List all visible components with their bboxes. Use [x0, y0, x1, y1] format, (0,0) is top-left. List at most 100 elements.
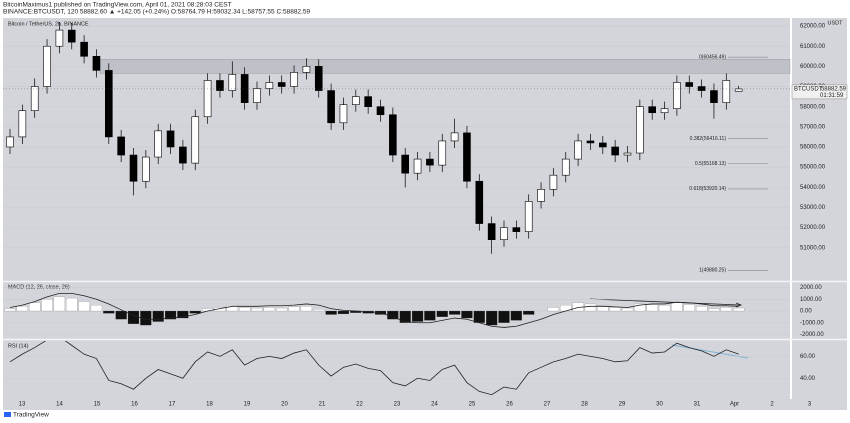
macd-bar — [671, 302, 683, 312]
candle-body — [179, 146, 187, 164]
price-axis — [792, 18, 847, 399]
candle-body — [364, 96, 372, 107]
candle-body — [648, 106, 657, 114]
candle-body — [203, 80, 212, 118]
candle-body — [574, 140, 582, 160]
y-tick-label: 62000.00 — [800, 24, 826, 30]
candle-body — [240, 74, 249, 103]
candle-body — [426, 158, 434, 166]
macd-bar — [449, 310, 461, 315]
macd-bar — [103, 310, 115, 314]
x-tick-label: 3 — [808, 402, 812, 408]
macd-bar — [436, 310, 448, 317]
y-tick-label: 1000.00 — [800, 297, 822, 303]
y-tick-label: 61000.00 — [800, 44, 826, 50]
macd-bar — [4, 308, 16, 312]
x-tick-label: 24 — [431, 402, 438, 408]
candle-body — [43, 45, 51, 87]
candle-body — [67, 29, 76, 43]
candle-body — [142, 156, 150, 182]
macd-bar — [251, 307, 263, 312]
candle-body — [327, 90, 335, 124]
macd-bar — [288, 306, 300, 312]
logo — [4, 412, 11, 417]
candle-body — [586, 140, 595, 144]
macd-bar — [276, 307, 288, 312]
currency: USDT — [828, 20, 844, 26]
fib-label: 0.382(56416.11) — [690, 136, 727, 142]
x-tick-label: 20 — [281, 402, 288, 408]
chart-area — [3, 18, 790, 399]
candle-body — [710, 90, 718, 103]
y-tick-label: 57000.00 — [800, 124, 826, 130]
rsi-title: RSI (14) — [8, 343, 29, 349]
chart-legend: Bitcoin / TetherUS, 2h, BINANCE — [8, 21, 89, 27]
candle-body — [524, 201, 533, 232]
y-tick-label: 56000.00 — [800, 145, 826, 151]
x-tick-label: 28 — [581, 402, 588, 408]
x-tick-label: 27 — [544, 402, 551, 408]
candle-body — [154, 130, 162, 158]
candle-body — [673, 82, 681, 109]
y-tick-label: 60000.00 — [800, 64, 826, 70]
brand: TradingView — [13, 412, 49, 419]
macd-bar — [53, 296, 66, 312]
macd-bar — [152, 310, 164, 322]
macd-bar — [399, 310, 411, 323]
y-tick-label: -1000.00 — [800, 320, 824, 326]
macd-bar — [720, 307, 732, 312]
macd-bar — [486, 310, 498, 326]
candle-body — [105, 70, 113, 138]
x-tick-label: 14 — [56, 402, 63, 408]
candle-body — [512, 227, 521, 232]
symbol-line: BINANCE:BTCUSDT, 120 58882.60 ▲ +142.05 … — [3, 9, 310, 16]
macd-bar — [313, 309, 325, 312]
macd-bar — [547, 307, 560, 312]
macd-bar — [239, 307, 251, 312]
price-tag-symbol: BTCUSDT — [794, 86, 823, 92]
macd-bar — [41, 299, 53, 312]
macd-bar — [424, 310, 436, 321]
candle-body — [166, 130, 175, 148]
x-tick-label: 31 — [694, 402, 701, 408]
macd-bar — [584, 303, 597, 312]
macd-bar — [300, 306, 312, 312]
macd-bar — [177, 310, 189, 319]
fib-label: 0.618(53920.14) — [689, 186, 726, 192]
macd-bar — [214, 307, 226, 312]
macd-bar — [695, 306, 708, 312]
candle-body — [129, 154, 138, 182]
macd-bar — [634, 303, 646, 312]
y-tick-label: 2000.00 — [800, 285, 822, 291]
candle-body — [685, 82, 694, 87]
footer: TradingView — [4, 412, 49, 419]
macd-bar — [708, 308, 720, 312]
resistance-zone — [99, 59, 791, 74]
candle-body — [339, 104, 348, 124]
macd-bar — [411, 310, 424, 322]
x-tick-label: 15 — [94, 402, 101, 408]
candle-body — [265, 82, 274, 89]
candle-body — [636, 106, 644, 154]
candle-body — [413, 158, 422, 174]
candle-body — [290, 72, 298, 87]
macd-bar — [658, 305, 671, 312]
candle-body — [314, 66, 323, 91]
macd-bar — [90, 305, 103, 312]
macd-bar — [646, 304, 658, 312]
y-tick-label: 53000.00 — [800, 205, 826, 211]
candle-body — [438, 140, 447, 166]
candle-body — [253, 88, 261, 103]
x-tick-label: 30 — [656, 402, 663, 408]
macd-bar — [29, 302, 41, 312]
y-tick-label: -2000.00 — [800, 332, 824, 338]
macd-bar — [621, 307, 634, 312]
macd-bar — [127, 310, 140, 325]
y-tick-label: 60.00 — [800, 354, 816, 360]
candle-body — [351, 96, 360, 105]
candle-body — [302, 66, 311, 73]
price-tag — [791, 84, 848, 100]
candle-body — [598, 142, 607, 148]
y-tick-label: 51000.00 — [800, 245, 826, 251]
